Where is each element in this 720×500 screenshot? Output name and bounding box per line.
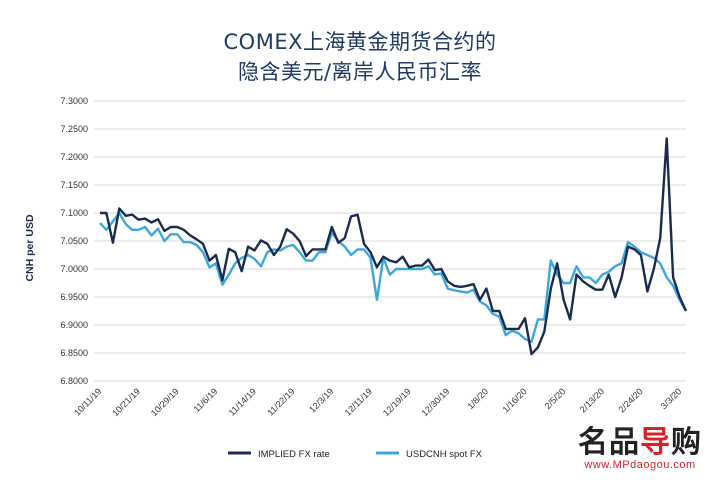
y-tick-label: 6.9500 (60, 292, 88, 302)
x-tick-label: 11/6/19 (192, 386, 220, 414)
series-lines (99, 137, 688, 356)
watermark-logo: 名品导购 www.MPdaogou.com (578, 425, 702, 472)
legend: IMPLIED FX rate USDCNH spot FX (228, 449, 483, 460)
y-tick-label: 7.0500 (60, 236, 88, 246)
watermark-text-a: 名品 (578, 425, 640, 460)
watermark-text-b: 导 (640, 425, 671, 460)
x-tick-label: 10/21/19 (110, 386, 142, 418)
x-tick-label: 10/11/19 (72, 386, 103, 417)
x-tick-label: 1/8/20 (465, 386, 490, 411)
x-tick-label: 12/11/19 (343, 386, 374, 417)
legend-label-spot: USDCNH spot FX (406, 449, 483, 460)
x-tick-label: 12/3/19 (307, 386, 335, 414)
y-tick-label: 7.1500 (60, 180, 88, 190)
x-tick-label: 2/24/20 (616, 386, 644, 414)
y-tick-label: 7.3000 (60, 96, 88, 106)
series-line-spot (99, 211, 688, 343)
y-tick-label: 7.1000 (60, 208, 88, 218)
x-tick-label: 2/5/20 (543, 386, 568, 411)
watermark-url: www.MPdaogou.com (584, 459, 696, 471)
y-tick-label: 7.0000 (60, 264, 88, 274)
x-tick-label: 12/30/19 (420, 386, 452, 418)
x-tick-label: 10/29/19 (149, 386, 181, 418)
y-tick-label: 6.9000 (60, 320, 88, 330)
legend-label-implied: IMPLIED FX rate (258, 449, 330, 460)
x-tick-label: 11/14/19 (227, 386, 258, 417)
watermark-text-c: 购 (671, 425, 702, 460)
x-axis-ticks: 10/11/19 10/21/19 10/29/19 11/6/19 11/14/19 1… (72, 386, 683, 418)
x-tick-label: 2/13/20 (578, 386, 606, 414)
x-tick-label: 11/22/19 (265, 386, 296, 417)
y-tick-label: 6.8000 (60, 376, 88, 386)
gridlines (94, 100, 686, 382)
y-tick-label: 7.2500 (60, 124, 88, 134)
x-tick-label: 12/19/19 (381, 386, 413, 418)
x-tick-label: 1/16/20 (500, 386, 528, 414)
y-axis-ticks: 7.3000 7.2500 7.2000 7.1500 7.1000 7.0500 7.00… (60, 96, 88, 386)
chart-title-line1: COMEX上海黄金期货合约的 (223, 30, 497, 54)
chart-title-line2: 隐含美元/离岸人民币汇率 (237, 60, 483, 84)
x-tick-label: 3/3/20 (659, 386, 684, 411)
y-axis-label: CNH per USD (24, 214, 36, 282)
y-tick-label: 7.2000 (60, 152, 88, 162)
y-tick-label: 6.8500 (60, 348, 88, 358)
series-line-implied (100, 137, 688, 356)
